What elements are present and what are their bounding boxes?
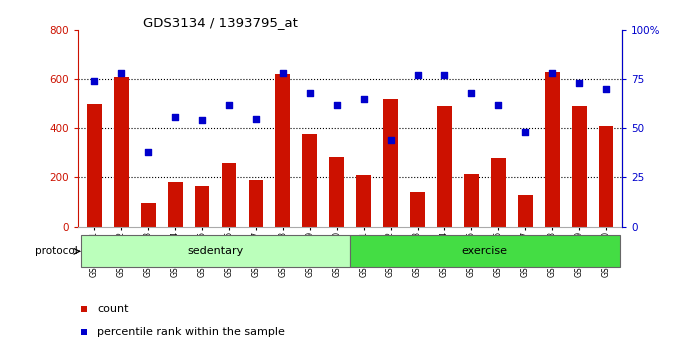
Bar <box>464 174 479 227</box>
Point <box>385 137 396 143</box>
Bar <box>356 175 371 227</box>
Bar <box>248 180 263 227</box>
Point <box>305 90 316 96</box>
Bar <box>437 106 452 227</box>
Point <box>574 80 585 86</box>
Point <box>170 114 181 119</box>
Point <box>439 73 450 78</box>
Point <box>331 102 342 108</box>
Text: count: count <box>97 304 129 314</box>
Text: exercise: exercise <box>462 246 508 256</box>
Point <box>600 86 611 92</box>
Point <box>116 70 126 76</box>
Bar <box>410 192 425 227</box>
Point <box>466 90 477 96</box>
Bar <box>87 104 102 227</box>
Point <box>250 116 261 121</box>
Text: percentile rank within the sample: percentile rank within the sample <box>97 327 285 337</box>
Point <box>89 78 100 84</box>
Point <box>547 70 558 76</box>
Text: sedentary: sedentary <box>188 246 243 256</box>
Bar <box>518 195 532 227</box>
Bar <box>350 235 619 267</box>
Point <box>520 130 530 135</box>
Point <box>143 149 154 155</box>
Bar <box>545 72 560 227</box>
Bar <box>598 126 613 227</box>
Point <box>224 102 235 108</box>
Point <box>412 73 423 78</box>
Bar <box>81 235 350 267</box>
Bar <box>303 135 317 227</box>
Bar <box>194 186 209 227</box>
Text: protocol: protocol <box>35 246 78 256</box>
Bar <box>384 99 398 227</box>
Bar <box>572 106 587 227</box>
Bar <box>114 77 129 227</box>
Bar <box>491 158 506 227</box>
Point <box>277 70 288 76</box>
Point <box>493 102 504 108</box>
Point <box>197 118 207 123</box>
Bar <box>275 74 290 227</box>
Text: GDS3134 / 1393795_at: GDS3134 / 1393795_at <box>143 16 299 29</box>
Point <box>358 96 369 102</box>
Bar <box>168 182 182 227</box>
Bar <box>141 203 156 227</box>
Bar <box>329 156 344 227</box>
Bar <box>222 163 237 227</box>
